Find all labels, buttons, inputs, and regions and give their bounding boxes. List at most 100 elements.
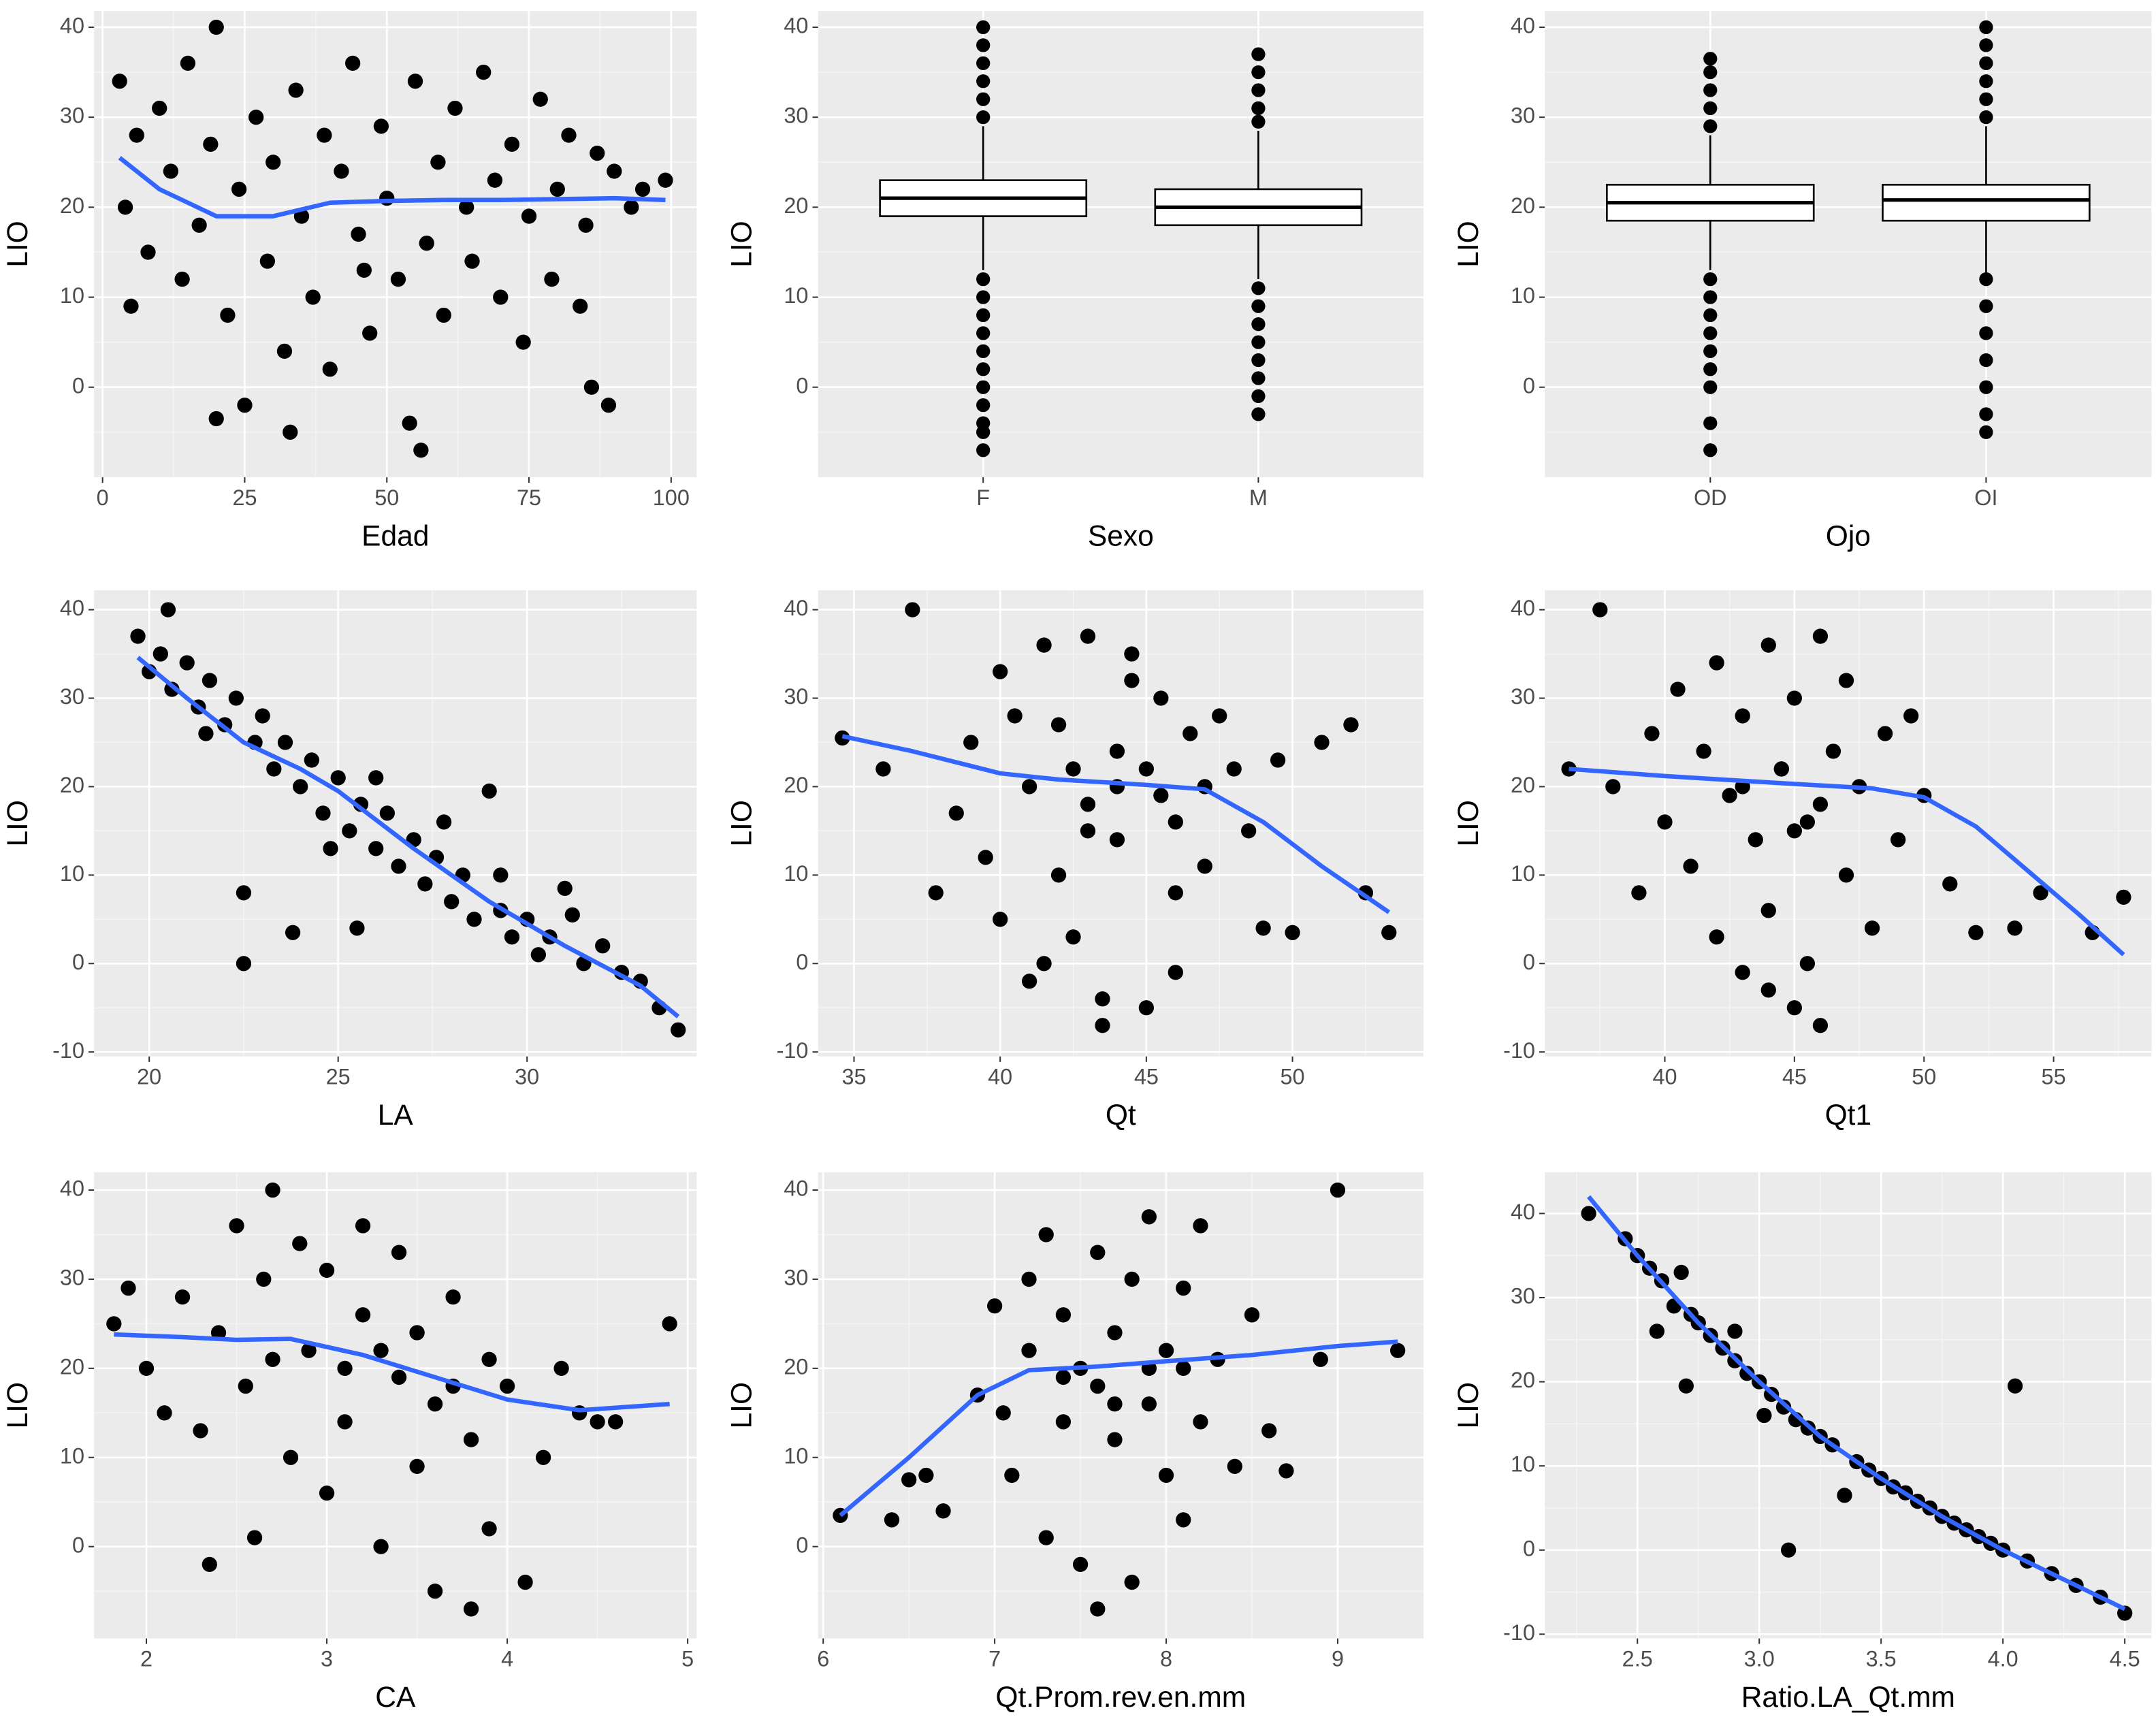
point — [409, 1325, 425, 1341]
point — [875, 761, 891, 777]
y-tick-label: 30 — [60, 103, 84, 128]
point — [1182, 726, 1198, 741]
x-tick-label: 5 — [681, 1647, 694, 1671]
point — [356, 262, 372, 278]
point — [202, 673, 218, 688]
plot-background — [818, 590, 1423, 1057]
panel: -10 0 10 20 30 40 35 40 45 50 Qt LIO — [726, 590, 1423, 1132]
point — [1021, 1343, 1037, 1358]
point — [1153, 788, 1169, 803]
outlier — [976, 326, 991, 340]
y-tick-label: 40 — [1511, 14, 1535, 38]
point — [1124, 646, 1140, 662]
y-tick-label: 40 — [60, 596, 84, 620]
x-axis-title: Ojo — [1826, 519, 1871, 552]
point — [322, 362, 338, 377]
point — [2033, 885, 2048, 901]
point — [634, 181, 651, 197]
point — [362, 325, 378, 341]
point — [1709, 929, 1724, 945]
point — [515, 334, 531, 350]
plot-background — [818, 11, 1423, 477]
point — [993, 912, 1008, 927]
point — [1278, 1463, 1294, 1479]
point — [208, 411, 224, 427]
point — [1343, 717, 1359, 733]
point — [1038, 1530, 1054, 1545]
point — [1890, 832, 1906, 848]
x-tick-label: 2.5 — [1622, 1647, 1653, 1671]
outlier — [1251, 389, 1266, 404]
plot-background — [94, 1172, 697, 1639]
point — [1055, 1369, 1072, 1385]
point — [1261, 1423, 1277, 1439]
x-tick-label: 50 — [1281, 1065, 1305, 1089]
y-tick-label: -10 — [777, 1038, 809, 1063]
point — [390, 271, 406, 287]
point — [391, 1369, 407, 1385]
outlier — [1703, 272, 1718, 287]
point — [174, 271, 190, 287]
point — [427, 1584, 443, 1599]
outlier — [1979, 353, 1993, 368]
point — [445, 1289, 461, 1305]
point — [379, 190, 395, 206]
point — [330, 770, 346, 786]
point — [1095, 1018, 1110, 1033]
point — [293, 779, 308, 795]
outlier — [976, 20, 991, 35]
point — [1107, 1432, 1123, 1447]
point — [323, 841, 338, 856]
y-tick-label: 10 — [1511, 283, 1535, 308]
point — [1773, 761, 1789, 777]
point — [1735, 708, 1750, 724]
outlier — [976, 272, 991, 287]
outlier — [976, 38, 991, 52]
outlier — [1703, 52, 1718, 66]
point — [1080, 628, 1096, 644]
point — [530, 947, 546, 963]
point — [427, 1396, 443, 1412]
point — [157, 1405, 172, 1421]
point — [1760, 637, 1776, 653]
point — [231, 181, 247, 197]
point — [1168, 885, 1183, 901]
y-tick-label: 20 — [60, 773, 84, 797]
point — [1158, 1343, 1174, 1358]
y-tick-label: -10 — [1503, 1620, 1535, 1645]
x-axis-title: Edad — [361, 519, 429, 552]
x-tick-label: 3.5 — [1866, 1647, 1897, 1671]
y-tick-label: 0 — [1523, 373, 1535, 398]
point — [430, 155, 446, 170]
point — [164, 681, 180, 697]
plot-background — [1545, 590, 2152, 1057]
smooth-line — [839, 1339, 1398, 1518]
point — [1255, 920, 1271, 936]
outlier — [976, 308, 991, 323]
point — [493, 867, 509, 883]
point — [106, 1316, 122, 1332]
y-tick-label: 10 — [784, 1443, 808, 1468]
y-tick-label: 20 — [784, 773, 808, 797]
outlier — [976, 92, 991, 106]
outlier — [1979, 272, 1993, 287]
point — [1649, 1323, 1665, 1339]
point — [1678, 1378, 1694, 1394]
x-tick-label: 30 — [515, 1065, 539, 1089]
point — [499, 1378, 515, 1394]
point — [466, 912, 482, 927]
y-tick-label: 0 — [72, 373, 84, 398]
point — [1055, 1307, 1072, 1323]
point — [1090, 1601, 1106, 1617]
point — [1007, 708, 1023, 724]
point — [573, 298, 588, 314]
point — [349, 920, 365, 936]
x-tick-label: OD — [1694, 485, 1727, 510]
y-tick-label: 0 — [1523, 950, 1535, 974]
outlier — [1703, 380, 1718, 394]
point — [1657, 814, 1673, 830]
point — [1644, 726, 1660, 741]
point — [1021, 1271, 1037, 1287]
outlier — [1251, 281, 1266, 295]
